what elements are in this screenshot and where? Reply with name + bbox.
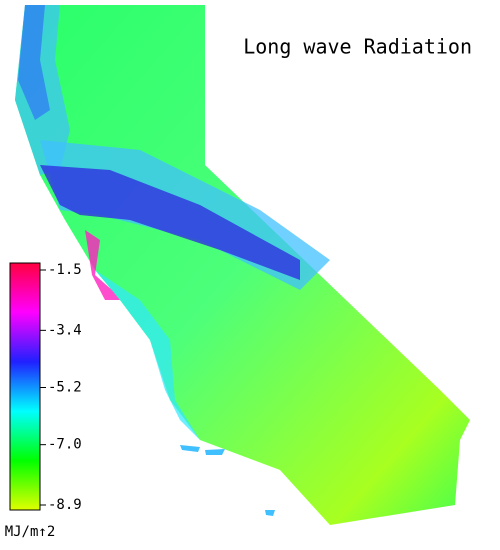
channel-island [205, 449, 225, 455]
colorbar-tick-label: -3.4 [48, 322, 82, 338]
california-map [15, 5, 470, 525]
coast-range-band [18, 5, 50, 120]
coastal-cyan [95, 270, 200, 440]
sierra-band [40, 165, 300, 280]
channel-island [265, 510, 275, 516]
colorbar-tick-label: -7.0 [48, 437, 82, 453]
colorbar-tick-label: -8.9 [48, 497, 82, 513]
colorbar-tick-label: -5.2 [48, 380, 82, 396]
colorbar-unit: MJ/m↑2 [5, 524, 56, 540]
channel-island [180, 445, 200, 452]
colorbar-tick-label: -1.5 [48, 262, 82, 278]
colorbar [9, 262, 41, 511]
map-title: Long wave Radiation [243, 35, 472, 59]
land [15, 5, 470, 525]
coast-magenta [85, 230, 120, 300]
